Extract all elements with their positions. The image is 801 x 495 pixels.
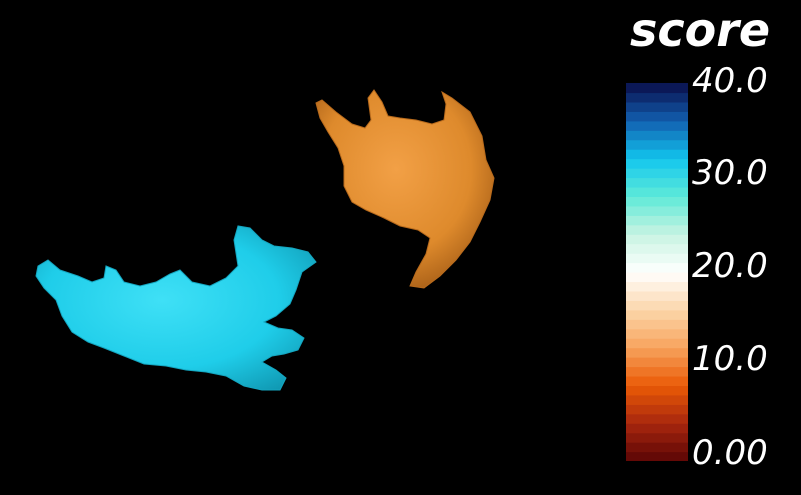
colorbar-band (626, 309, 688, 320)
colorbar-band (626, 168, 688, 179)
colorbar-band (626, 357, 688, 368)
colorbar-band (626, 300, 688, 311)
colorbar-band (626, 205, 688, 216)
colorbar-band (626, 451, 688, 461)
colorbar-band (626, 215, 688, 226)
colorbar-band (626, 272, 688, 283)
colorbar-band (626, 375, 688, 386)
colorbar-band (626, 290, 688, 301)
colorbar-band (626, 404, 688, 415)
colorbar-band (626, 83, 688, 94)
tick-label-0: 0.00 (692, 433, 768, 473)
colorbar-band (626, 432, 688, 443)
tick-label-20: 20.0 (692, 246, 768, 286)
tick-label-30: 30.0 (692, 153, 768, 193)
colorbar-band (626, 262, 688, 273)
colorbar-band (626, 196, 688, 207)
colorbar-band (626, 120, 688, 131)
colorbar-band (626, 92, 688, 103)
colorbar-band (626, 224, 688, 235)
colorbar-band (626, 319, 688, 330)
colorbar-band (626, 281, 688, 292)
tick-label-40: 40.0 (692, 61, 768, 101)
colorbar-band (626, 111, 688, 122)
colorbar-band (626, 423, 688, 434)
colorbar-band (626, 394, 688, 405)
colorbar-band (626, 234, 688, 245)
colorbar-band (626, 130, 688, 141)
colorbar-band (626, 186, 688, 197)
colorbar-band (626, 442, 688, 453)
colorbar-band (626, 338, 688, 349)
colorbar-band (626, 413, 688, 424)
colorbar-band (626, 243, 688, 254)
colorbar-band (626, 158, 688, 169)
colorbar[interactable] (626, 83, 688, 461)
tick-label-10: 10.0 (692, 339, 768, 379)
colorbar-band (626, 347, 688, 358)
orange-surface[interactable] (315, 89, 495, 289)
colorbar-band (626, 177, 688, 188)
colorbar-band (626, 328, 688, 339)
colorbar-band (626, 101, 688, 112)
colorbar-band (626, 253, 688, 264)
cyan-surface[interactable] (35, 225, 317, 391)
colorbar-band (626, 139, 688, 150)
legend-title: score (630, 3, 771, 57)
colorbar-band (626, 385, 688, 396)
colorbar-band (626, 366, 688, 377)
colorbar-band (626, 149, 688, 160)
